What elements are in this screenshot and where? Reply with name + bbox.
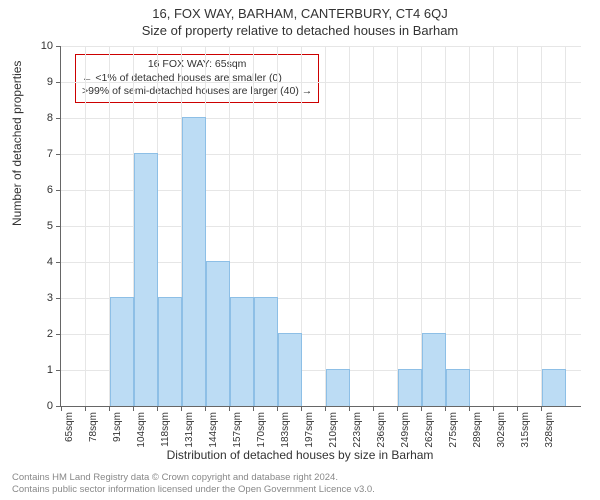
xtick-mark — [85, 406, 86, 411]
ytick-mark — [56, 154, 61, 155]
gridline-v — [349, 46, 350, 406]
x-axis-label: Distribution of detached houses by size … — [0, 448, 600, 462]
plot-area: 16 FOX WAY: 65sqm ← <1% of detached hous… — [60, 46, 581, 407]
histogram-bar — [398, 369, 422, 406]
xtick-mark — [301, 406, 302, 411]
ytick-label: 9 — [23, 76, 53, 88]
histogram-bar — [542, 369, 566, 406]
xtick-mark — [61, 406, 62, 411]
histogram-bar — [422, 333, 446, 406]
xtick-mark — [421, 406, 422, 411]
gridline-v — [541, 46, 542, 406]
ytick-label: 4 — [23, 256, 53, 268]
page-subtitle: Size of property relative to detached ho… — [0, 21, 600, 38]
histogram-bar — [278, 333, 302, 406]
ytick-mark — [56, 370, 61, 371]
ytick-label: 8 — [23, 112, 53, 124]
xtick-mark — [325, 406, 326, 411]
xtick-mark — [469, 406, 470, 411]
xtick-mark — [517, 406, 518, 411]
attribution-line1: Contains HM Land Registry data © Crown c… — [12, 472, 375, 484]
xtick-mark — [157, 406, 158, 411]
xtick-mark — [493, 406, 494, 411]
attribution: Contains HM Land Registry data © Crown c… — [12, 472, 375, 496]
ytick-label: 5 — [23, 220, 53, 232]
attribution-line2: Contains public sector information licen… — [12, 484, 375, 496]
histogram-bar — [110, 297, 134, 406]
gridline-v — [565, 46, 566, 406]
ytick-mark — [56, 82, 61, 83]
histogram-bar — [158, 297, 182, 406]
gridline-v — [325, 46, 326, 406]
gridline-v — [85, 46, 86, 406]
ytick-mark — [56, 118, 61, 119]
xtick-mark — [349, 406, 350, 411]
gridline-h — [61, 118, 581, 119]
xtick-mark — [373, 406, 374, 411]
xtick-mark — [229, 406, 230, 411]
histogram-bar — [230, 297, 254, 406]
gridline-h — [61, 82, 581, 83]
xtick-mark — [181, 406, 182, 411]
ytick-label: 6 — [23, 184, 53, 196]
gridline-h — [61, 46, 581, 47]
xtick-mark — [445, 406, 446, 411]
ytick-label: 7 — [23, 148, 53, 160]
histogram-bar — [254, 297, 278, 406]
gridline-v — [373, 46, 374, 406]
xtick-mark — [253, 406, 254, 411]
ytick-mark — [56, 298, 61, 299]
histogram-bar — [326, 369, 350, 406]
xtick-mark — [397, 406, 398, 411]
gridline-v — [517, 46, 518, 406]
ytick-label: 10 — [23, 40, 53, 52]
y-axis-label: Number of detached properties — [10, 61, 24, 226]
chart-area: 16 FOX WAY: 65sqm ← <1% of detached hous… — [60, 46, 580, 406]
xtick-mark — [541, 406, 542, 411]
xtick-mark — [133, 406, 134, 411]
ytick-mark — [56, 46, 61, 47]
ytick-mark — [56, 334, 61, 335]
page-title: 16, FOX WAY, BARHAM, CANTERBURY, CT4 6QJ — [0, 0, 600, 21]
ytick-label: 0 — [23, 400, 53, 412]
xtick-mark — [109, 406, 110, 411]
ytick-mark — [56, 226, 61, 227]
xtick-mark — [277, 406, 278, 411]
gridline-v — [493, 46, 494, 406]
histogram-bar — [182, 117, 206, 406]
ytick-mark — [56, 190, 61, 191]
annotation-box: 16 FOX WAY: 65sqm ← <1% of detached hous… — [75, 54, 319, 103]
ytick-label: 3 — [23, 292, 53, 304]
histogram-bar — [446, 369, 470, 406]
gridline-v — [397, 46, 398, 406]
histogram-bar — [206, 261, 230, 406]
histogram-bar — [134, 153, 158, 406]
ytick-mark — [56, 262, 61, 263]
gridline-v — [469, 46, 470, 406]
ytick-label: 1 — [23, 364, 53, 376]
ytick-label: 2 — [23, 328, 53, 340]
xtick-mark — [205, 406, 206, 411]
